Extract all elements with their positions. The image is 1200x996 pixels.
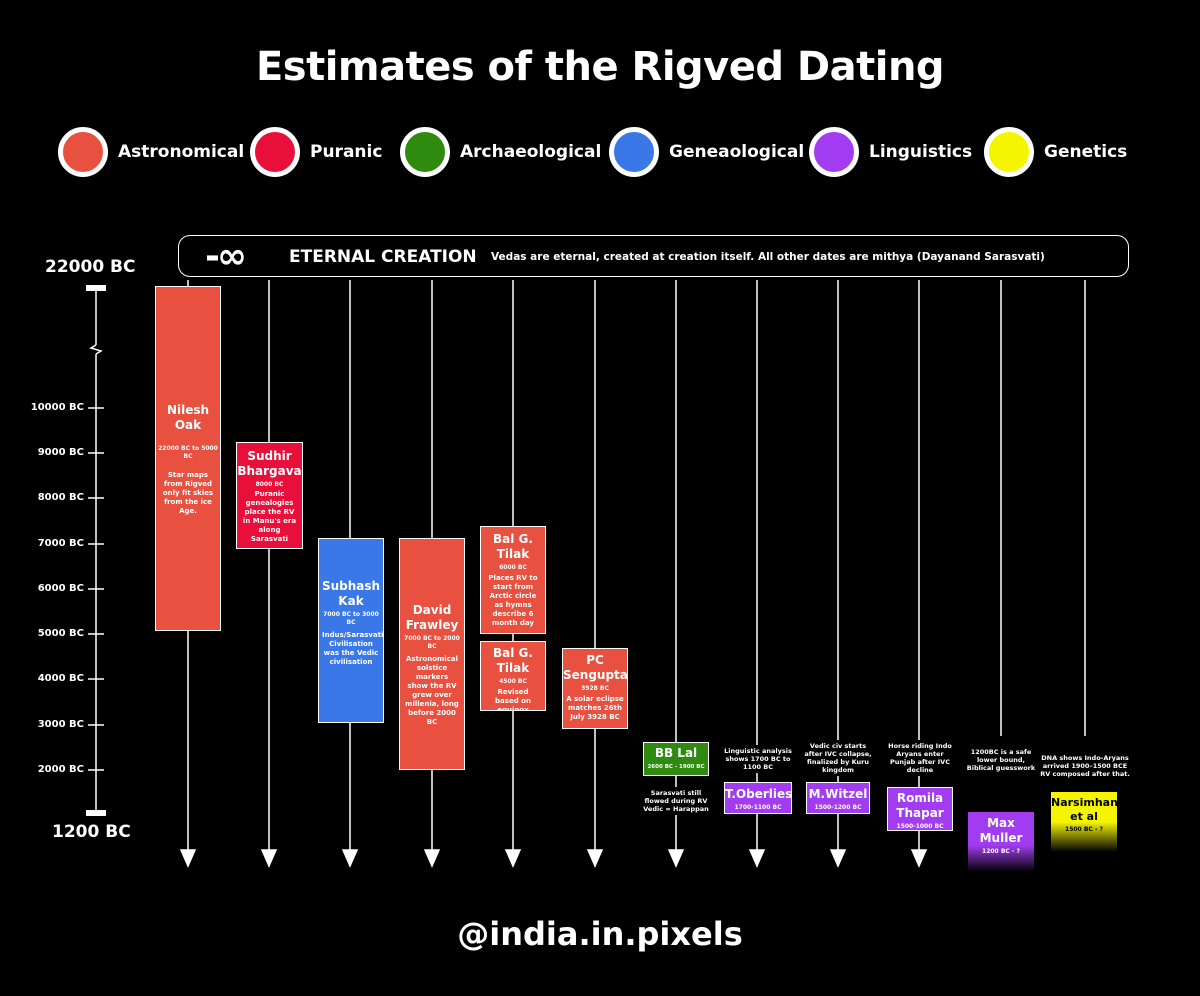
page-title: Estimates of the Rigved Dating (255, 44, 945, 90)
axis-break (89, 344, 103, 355)
estimate-name: Romila Thapar (896, 791, 944, 820)
tick-label: 7000 BC (37, 538, 84, 549)
estimate-range: 6000 BC (499, 564, 527, 571)
tick-label: 3000 BC (37, 719, 84, 730)
legend-dot-geneaological (609, 127, 659, 177)
legend-label: Genetics (1044, 142, 1128, 162)
tick-label: 8000 BC (37, 492, 84, 503)
estimate-description: Astronomical solstice markers show the R… (405, 655, 459, 726)
estimate-range: 1500 BC - ? (1065, 826, 1103, 833)
legend-label: Astronomical (118, 142, 245, 162)
estimate-range: 1500-1000 BC (896, 823, 944, 830)
legend-archaeological: Archaeological (400, 127, 601, 177)
estimate-note: Linguistic analysis shows 1700 BC to 110… (722, 745, 794, 773)
estimate-name: Narsimhan et al (1051, 796, 1117, 823)
estimate-note: DNA shows Indo-Aryans arrived 1900–1500 … (1040, 752, 1130, 780)
legend-dot-genetics (984, 127, 1034, 177)
legend-dot-astronomical (58, 127, 108, 177)
estimate-name: Sudhir Bhargava (237, 449, 302, 478)
estimate-nilesh-oak: Nilesh Oak 22000 BC to 5000 BC Star maps… (155, 286, 221, 631)
author-handle: @india.in.pixels (457, 915, 743, 953)
estimate-bb-lal: BB Lal 2600 BC - 1900 BC (643, 742, 709, 776)
legend-label: Geneaological (669, 142, 805, 162)
estimate-description: Places RV to start from Arctic circle as… (488, 574, 538, 627)
estimate-range: 8000 BC (255, 481, 284, 488)
legend-label: Archaeological (460, 142, 602, 162)
estimate-name: Nilesh Oak (166, 403, 210, 432)
estimate-range: 7000 BC to 2000 BC (404, 635, 460, 650)
eternal-creation-banner: -∞ ETERNAL CREATION Vedas are eternal, c… (178, 235, 1129, 277)
tick-label: 10000 BC (30, 402, 84, 413)
estimate-subhash-kak: Subhash Kak 7000 BC to 3000 BC Indus/Sar… (318, 538, 384, 723)
legend-dot-puranic (250, 127, 300, 177)
estimate-t-oberlies: T.Oberlies 1700-1100 BC (724, 782, 792, 814)
estimate-pc-sengupta: PC Sengupta 3928 BC A solar eclipse matc… (562, 648, 628, 729)
eternal-title: ETERNAL CREATION (289, 247, 477, 267)
legend-linguistics: Linguistics (809, 127, 972, 177)
tick-label: 9000 BC (37, 447, 84, 458)
tick-label: 2000 BC (37, 764, 84, 775)
estimate-range: 1500-1200 BC (814, 804, 862, 811)
axis-cap-top (86, 285, 106, 291)
estimate-description: Star maps from Rigved only fit skies fro… (162, 471, 214, 515)
tick-label: 6000 BC (37, 583, 84, 594)
axis-ticks (88, 407, 104, 771)
estimate-name: David Frawley (405, 603, 459, 632)
estimate-narsimhan: Narsimhan et al 1500 BC - ? (1051, 792, 1117, 852)
vertical-arrows (179, 280, 1086, 868)
axis-top-label: 22000 BC (45, 257, 136, 277)
legend-label: Puranic (310, 142, 383, 162)
estimate-range: 2600 BC - 1900 BC (647, 764, 705, 770)
estimate-note: Horse riding Indo Aryans enter Punjab af… (885, 740, 955, 776)
estimate-name: M.Witzel (808, 787, 868, 801)
estimate-range: 3928 BC (581, 685, 609, 692)
estimate-name: PC Sengupta (563, 653, 628, 682)
estimate-name: T.Oberlies (725, 787, 792, 801)
legend-dot-linguistics (809, 127, 859, 177)
estimate-name: Bal G. Tilak (493, 532, 533, 561)
estimate-description: Puranic genealogies place the RV in Manu… (242, 490, 297, 543)
estimate-m-witzel: M.Witzel 1500-1200 BC (806, 782, 870, 814)
tick-label: 5000 BC (37, 628, 84, 639)
estimate-description: Revised based on equinox (495, 688, 531, 711)
estimate-range: 1200 BC - ? (982, 848, 1020, 855)
estimate-description: Indus/Sarasvati Civilisation was the Ved… (322, 631, 384, 666)
estimate-name: BB Lal (654, 746, 698, 760)
estimate-range: 7000 BC to 3000 BC (323, 611, 379, 626)
estimate-max-muller: Max Muller 1200 BC - ? (968, 812, 1034, 872)
estimate-romila-thapar: Romila Thapar 1500-1000 BC (887, 787, 953, 831)
estimate-david-frawley: David Frawley 7000 BC to 2000 BC Astrono… (399, 538, 465, 770)
infinity-icon: -∞ (205, 236, 247, 277)
estimate-note: Sarasvati still flowed during RV Vedic =… (641, 787, 711, 815)
estimate-note: 1200BC is a safe lower bound, Biblical g… (966, 746, 1036, 774)
estimate-sudhir-bhargava: Sudhir Bhargava 8000 BC Puranic genealog… (236, 442, 303, 549)
legend-puranic: Puranic (250, 127, 382, 177)
estimate-name: Subhash Kak (321, 579, 381, 608)
estimate-range: 1700-1100 BC (734, 804, 782, 811)
tick-label: 4000 BC (37, 673, 84, 684)
estimate-note: Vedic civ starts after IVC collapse, fin… (802, 740, 874, 776)
legend-label: Linguistics (869, 142, 973, 162)
legend-genetics: Genetics (984, 127, 1127, 177)
estimate-bal-tilak-2: Bal G. Tilak 4500 BC Revised based on eq… (480, 641, 546, 711)
estimate-name: Bal G. Tilak (493, 646, 533, 675)
eternal-description: Vedas are eternal, created at creation i… (491, 251, 1045, 263)
axis-bottom-label: 1200 BC (52, 822, 131, 842)
estimate-range: 22000 BC to 5000 BC (158, 445, 218, 460)
estimate-range: 4500 BC (499, 678, 527, 685)
legend-dot-archaeological (400, 127, 450, 177)
estimate-bal-tilak-1: Bal G. Tilak 6000 BC Places RV to start … (480, 526, 546, 634)
estimate-description: A solar eclipse matches 26th July 3928 B… (566, 695, 624, 721)
legend-geneaological: Geneaological (609, 127, 804, 177)
legend-astronomical: Astronomical (58, 127, 244, 177)
axis-cap-bottom (86, 810, 106, 816)
estimate-name: Max Muller (979, 816, 1023, 845)
